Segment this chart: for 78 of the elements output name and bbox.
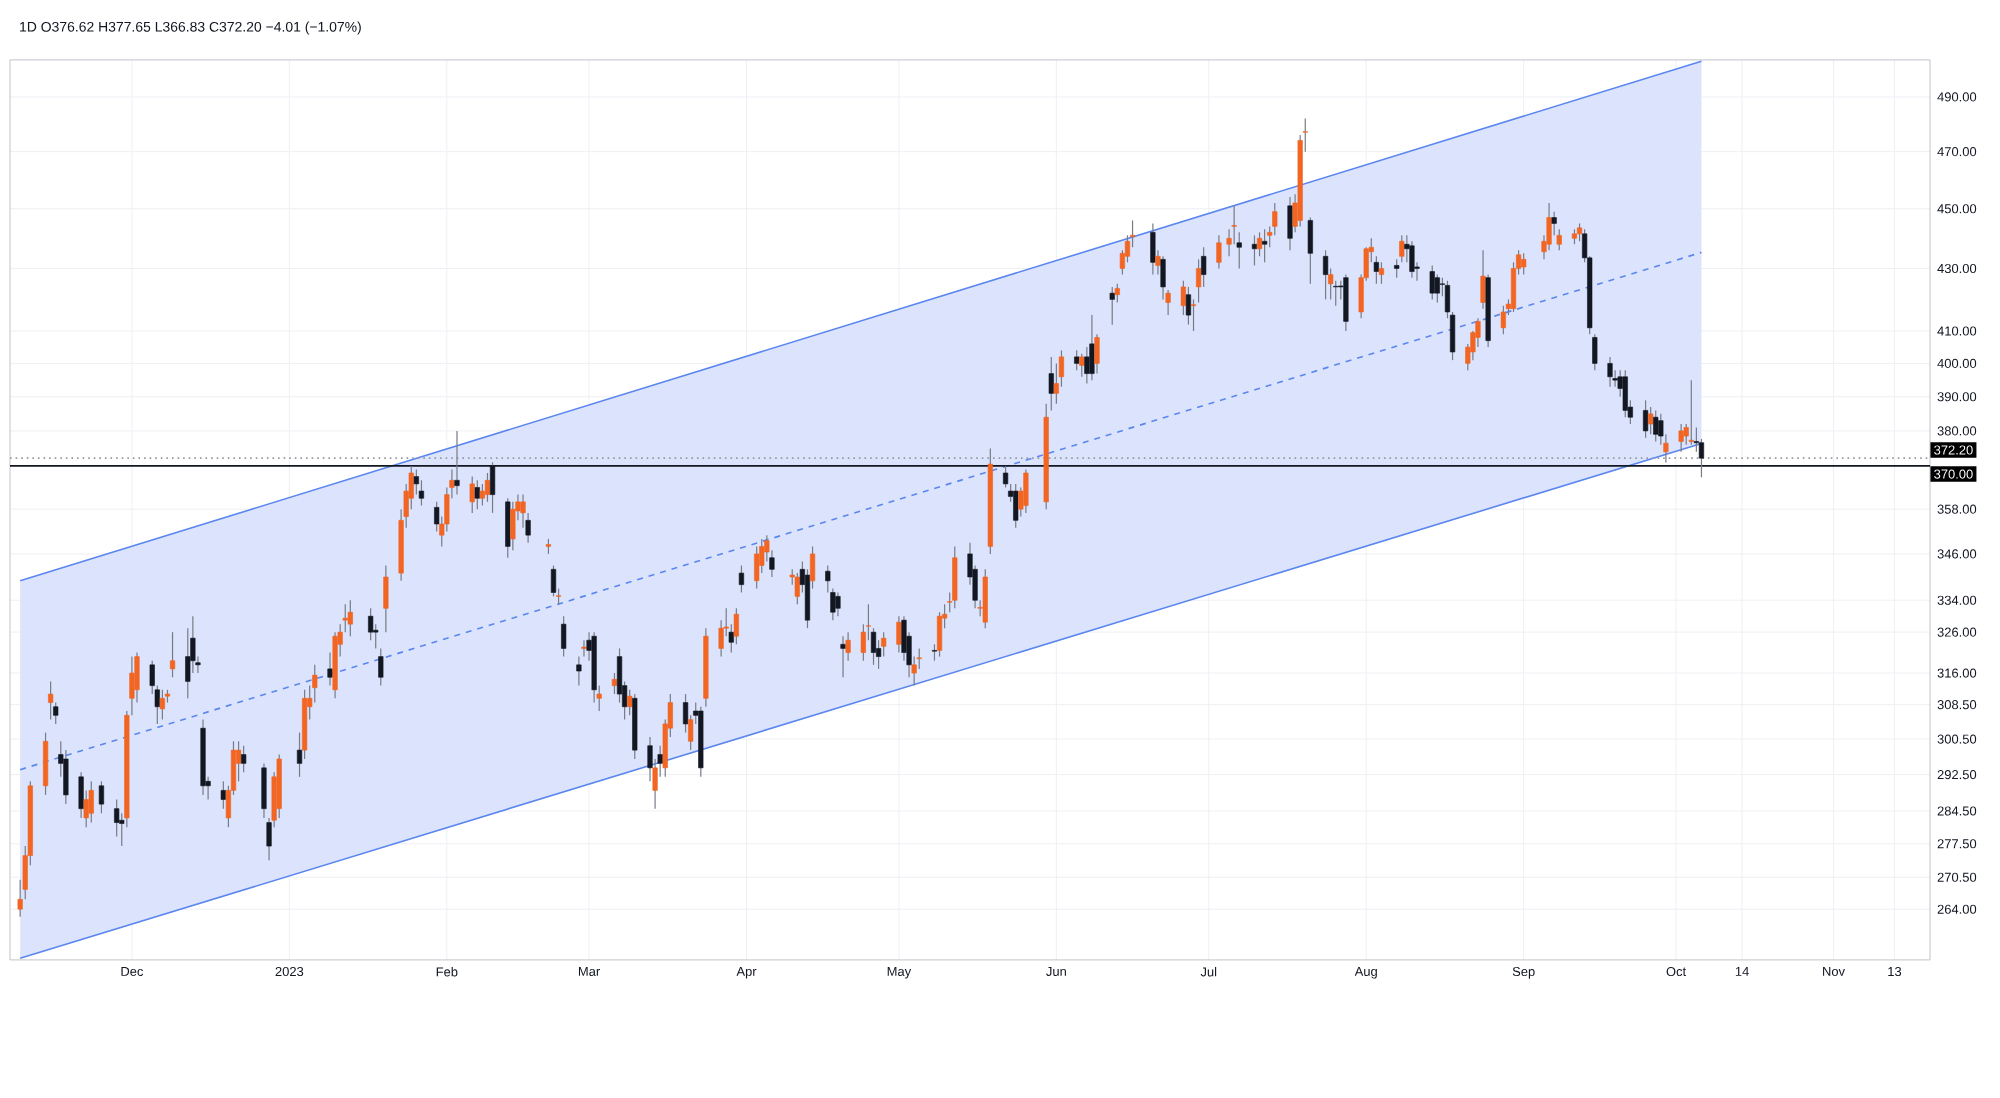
- candlestick: [42, 732, 49, 796]
- candlestick: [220, 780, 226, 810]
- candlestick: [611, 672, 618, 695]
- candlestick: [1592, 333, 1598, 371]
- candlestick: [1287, 196, 1293, 251]
- candlestick: [63, 749, 69, 805]
- candlestick: [1262, 228, 1268, 263]
- candlestick: [825, 564, 831, 594]
- candlestick: [48, 680, 54, 721]
- candlestick: [581, 639, 587, 658]
- candlestick: [368, 607, 374, 641]
- candlestick: [505, 497, 511, 559]
- candlestick: [474, 479, 480, 510]
- candlestick: [1074, 349, 1080, 371]
- candlestick: [1307, 216, 1313, 285]
- candlestick: [1216, 234, 1222, 270]
- candlestick: [1622, 369, 1628, 418]
- candlestick: [1642, 399, 1649, 439]
- candlestick: [1556, 228, 1562, 251]
- candlestick: [1190, 298, 1197, 332]
- candlestick: [469, 475, 475, 514]
- candlestick: [98, 780, 105, 814]
- candlestick: [510, 501, 516, 551]
- candlestick: [1048, 356, 1054, 412]
- candlestick: [1256, 231, 1263, 257]
- candlestick: [1251, 234, 1258, 267]
- candlestick: [373, 623, 379, 650]
- candlestick: [1409, 240, 1415, 279]
- candlestick: [261, 762, 267, 819]
- candlestick: [1150, 222, 1156, 276]
- candlestick: [1521, 252, 1527, 276]
- candlestick: [840, 635, 846, 678]
- candlestick: [241, 745, 247, 773]
- candlestick: [88, 780, 94, 824]
- candlestick: [1500, 305, 1506, 335]
- candlestick: [1185, 286, 1192, 326]
- candlestick: [78, 771, 84, 819]
- candlestick: [550, 564, 557, 597]
- candlestick: [159, 689, 165, 721]
- candlestick: [982, 568, 988, 629]
- candlestick: [327, 651, 333, 687]
- candlestick: [733, 607, 739, 645]
- candlestick: [754, 545, 760, 590]
- candlestick: [1429, 264, 1435, 300]
- candlestick: [936, 611, 943, 658]
- candlestick: [738, 564, 745, 594]
- candlestick: [1109, 286, 1115, 326]
- candlestick: [1399, 234, 1405, 263]
- candlestick: [1546, 202, 1552, 251]
- candlestick: [1648, 406, 1654, 435]
- candlestick: [129, 655, 135, 716]
- candlestick: [896, 615, 902, 654]
- candlestick: [830, 587, 836, 621]
- candlestick: [484, 472, 491, 503]
- candlestick: [1322, 249, 1329, 300]
- candlestick: [1343, 273, 1349, 332]
- candlestick: [114, 798, 120, 838]
- candlestick: [1023, 468, 1029, 514]
- candlestick: [1378, 261, 1385, 285]
- candlestick: [1607, 356, 1613, 388]
- candlestick: [1373, 255, 1379, 285]
- candlestick: [1013, 483, 1019, 529]
- candlestick: [576, 655, 582, 687]
- candlestick: [1678, 423, 1684, 453]
- candlestick: [347, 599, 353, 637]
- candlestick: [169, 631, 176, 678]
- candlestick: [1084, 346, 1090, 385]
- candlestick: [835, 591, 841, 617]
- candlestick: [1089, 314, 1095, 381]
- candlestick: [1079, 353, 1085, 378]
- candlestick: [561, 615, 567, 658]
- candlestick: [952, 545, 958, 609]
- candlestick: [383, 564, 389, 633]
- candlestick: [1688, 379, 1694, 446]
- candlestick: [1653, 409, 1659, 443]
- candlestick: [1394, 258, 1400, 279]
- candlestick: [1434, 273, 1440, 304]
- candlestick: [378, 647, 384, 687]
